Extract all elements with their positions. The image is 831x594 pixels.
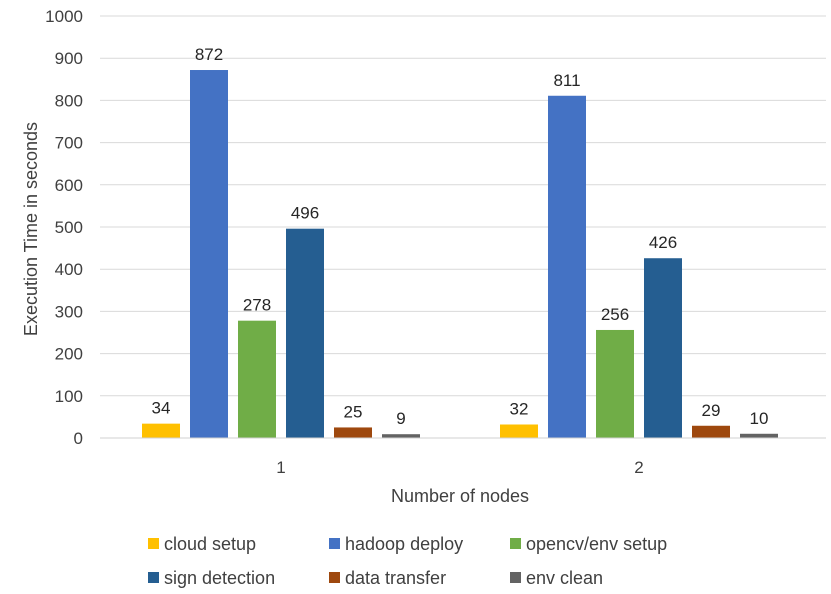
data-label: 32 bbox=[510, 399, 529, 418]
bar bbox=[286, 228, 324, 438]
bar bbox=[596, 329, 634, 438]
bars bbox=[142, 70, 778, 439]
data-label: 278 bbox=[243, 296, 271, 315]
y-tick-label: 0 bbox=[74, 429, 83, 448]
y-tick-label: 700 bbox=[55, 134, 83, 153]
legend: cloud setup hadoop deploy opencv/env setup… bbox=[148, 534, 667, 588]
y-tick-label: 800 bbox=[55, 91, 83, 110]
y-tick-label: 600 bbox=[55, 176, 83, 195]
x-tick-label: 1 bbox=[276, 458, 285, 477]
y-tick-label: 100 bbox=[55, 387, 83, 406]
y-axis-ticks: 0 100 200 300 400 500 600 700 800 900 1000 bbox=[45, 7, 83, 448]
bar bbox=[382, 434, 420, 438]
legend-label: hadoop deploy bbox=[345, 534, 463, 554]
legend-swatch bbox=[148, 572, 159, 583]
bar bbox=[142, 423, 180, 438]
legend-label: opencv/env setup bbox=[526, 534, 667, 554]
bar bbox=[190, 70, 228, 439]
y-tick-label: 900 bbox=[55, 49, 83, 68]
legend-label: sign detection bbox=[164, 568, 275, 588]
y-tick-label: 200 bbox=[55, 345, 83, 364]
y-axis-title: Execution Time in seconds bbox=[21, 122, 41, 336]
data-label: 9 bbox=[396, 409, 405, 428]
data-label: 496 bbox=[291, 204, 319, 223]
y-tick-label: 500 bbox=[55, 218, 83, 237]
data-label: 25 bbox=[344, 402, 363, 421]
y-tick-label: 1000 bbox=[45, 7, 83, 26]
bar bbox=[238, 320, 276, 438]
data-label: 426 bbox=[649, 233, 677, 252]
legend-swatch bbox=[329, 572, 340, 583]
data-labels: 34 872 278 496 25 9 32 811 256 426 29 10 bbox=[152, 45, 769, 428]
data-label: 29 bbox=[702, 401, 721, 420]
legend-swatch bbox=[510, 572, 521, 583]
data-label: 10 bbox=[750, 409, 769, 428]
bar bbox=[334, 427, 372, 438]
data-label: 872 bbox=[195, 45, 223, 64]
legend-swatch bbox=[148, 538, 159, 549]
legend-swatch bbox=[329, 538, 340, 549]
bar bbox=[500, 424, 538, 438]
x-axis-title: Number of nodes bbox=[391, 486, 529, 506]
legend-label: cloud setup bbox=[164, 534, 256, 554]
bar bbox=[740, 433, 778, 438]
data-label: 34 bbox=[152, 399, 171, 418]
y-tick-label: 300 bbox=[55, 302, 83, 321]
x-tick-label: 2 bbox=[634, 458, 643, 477]
bar bbox=[692, 425, 730, 438]
bar bbox=[548, 95, 586, 439]
legend-swatch bbox=[510, 538, 521, 549]
y-tick-label: 400 bbox=[55, 260, 83, 279]
data-label: 256 bbox=[601, 305, 629, 324]
bar bbox=[644, 258, 682, 438]
data-label: 811 bbox=[553, 71, 580, 90]
legend-label: env clean bbox=[526, 568, 603, 588]
legend-label: data transfer bbox=[345, 568, 446, 588]
